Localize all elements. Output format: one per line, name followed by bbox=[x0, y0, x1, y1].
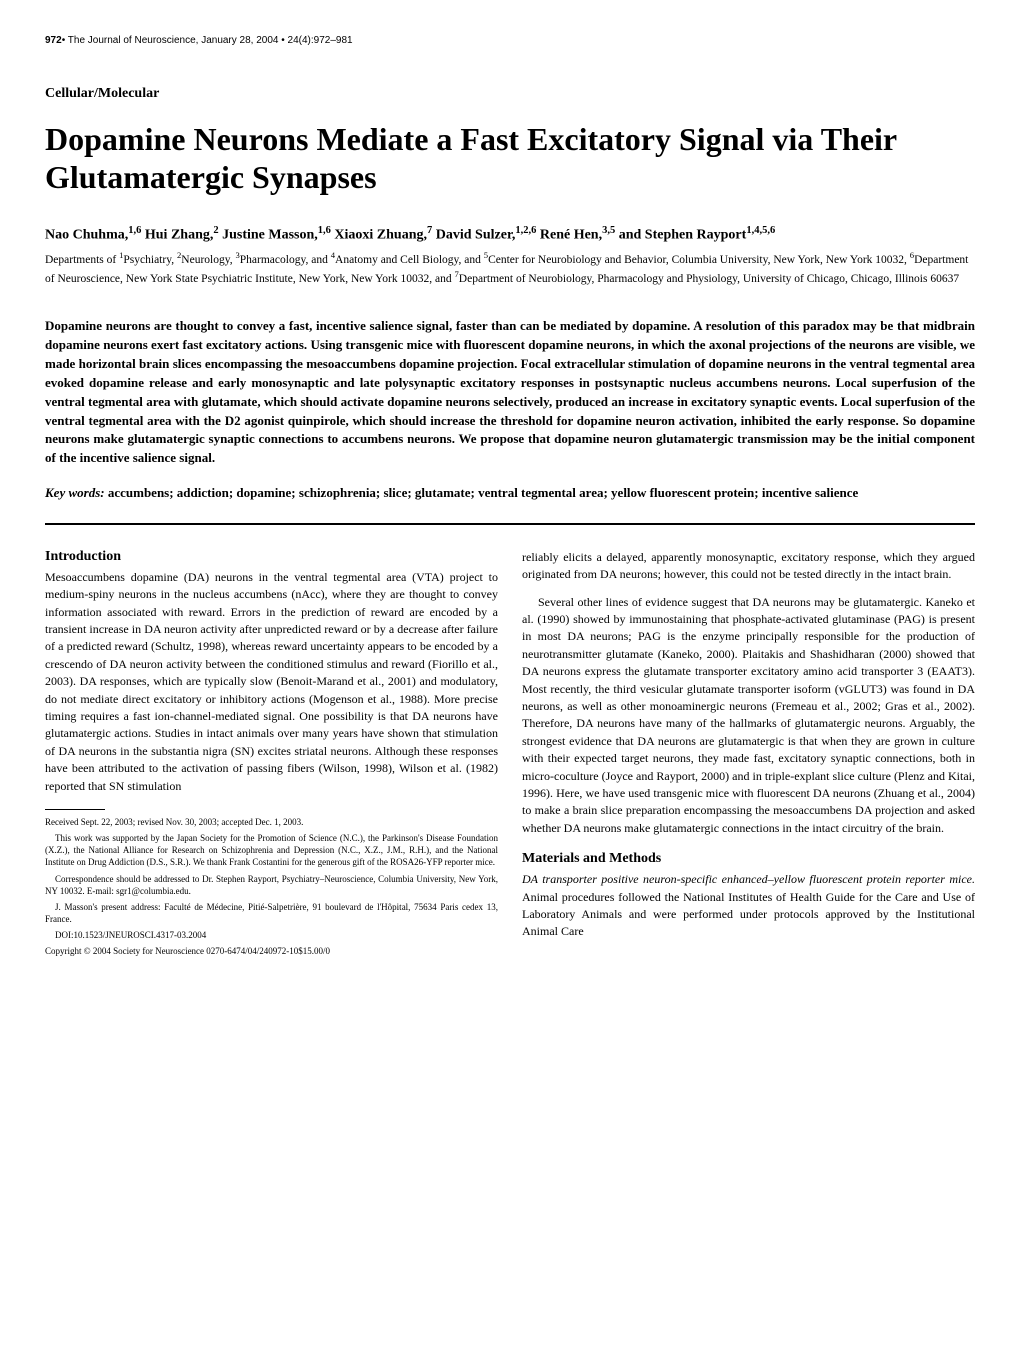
journal-info: • The Journal of Neuroscience, January 2… bbox=[62, 35, 353, 46]
footnote-rule bbox=[45, 809, 105, 810]
footnote-copyright: Copyright © 2004 Society for Neuroscienc… bbox=[45, 945, 498, 957]
keywords-block: Key words: accumbens; addiction; dopamin… bbox=[45, 484, 975, 525]
col2-p2: Several other lines of evidence suggest … bbox=[522, 594, 975, 837]
methods-p1: DA transporter positive neuron-specific … bbox=[522, 871, 975, 941]
section-label: Cellular/Molecular bbox=[45, 86, 975, 102]
introduction-heading: Introduction bbox=[45, 549, 498, 565]
abstract: Dopamine neurons are thought to convey a… bbox=[45, 317, 975, 468]
introduction-p1: Mesoaccumbens dopamine (DA) neurons in t… bbox=[45, 569, 498, 795]
methods-subheading: DA transporter positive neuron-specific … bbox=[522, 872, 975, 886]
keywords-text: accumbens; addiction; dopamine; schizoph… bbox=[105, 485, 859, 500]
page-number: 972 bbox=[45, 35, 62, 46]
footnote-funding: This work was supported by the Japan Soc… bbox=[45, 832, 498, 868]
footnote-doi: DOI:10.1523/JNEUROSCI.4317-03.2004 bbox=[45, 929, 498, 941]
affiliations: Departments of 1Psychiatry, 2Neurology, … bbox=[45, 249, 975, 287]
running-header: 972• The Journal of Neuroscience, Januar… bbox=[45, 35, 975, 46]
article-title: Dopamine Neurons Mediate a Fast Excitato… bbox=[45, 120, 975, 197]
authors-line: Nao Chuhma,1,6 Hui Zhang,2 Justine Masso… bbox=[45, 225, 975, 244]
right-column: reliably elicits a delayed, apparently m… bbox=[522, 549, 975, 961]
keywords-label: Key words: bbox=[45, 485, 105, 500]
footnote-address: J. Masson's present address: Faculté de … bbox=[45, 901, 498, 925]
two-column-layout: Introduction Mesoaccumbens dopamine (DA)… bbox=[45, 549, 975, 961]
col2-p1: reliably elicits a delayed, apparently m… bbox=[522, 549, 975, 584]
methods-p1-text: Animal procedures followed the National … bbox=[522, 890, 975, 939]
left-column: Introduction Mesoaccumbens dopamine (DA)… bbox=[45, 549, 498, 961]
footnote-received: Received Sept. 22, 2003; revised Nov. 30… bbox=[45, 816, 498, 828]
footnote-correspondence: Correspondence should be addressed to Dr… bbox=[45, 873, 498, 897]
methods-heading: Materials and Methods bbox=[522, 851, 975, 867]
